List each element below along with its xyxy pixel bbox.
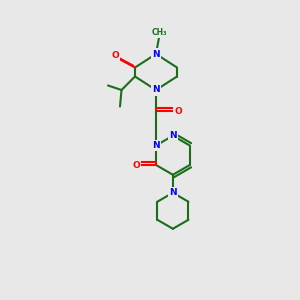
Text: N: N <box>169 188 177 197</box>
Text: O: O <box>111 51 119 60</box>
Text: N: N <box>152 85 160 94</box>
Text: N: N <box>169 131 177 140</box>
Text: CH₃: CH₃ <box>151 28 167 37</box>
Text: O: O <box>132 160 140 169</box>
Text: N: N <box>152 141 160 150</box>
Text: N: N <box>152 50 160 58</box>
Text: O: O <box>174 106 182 116</box>
